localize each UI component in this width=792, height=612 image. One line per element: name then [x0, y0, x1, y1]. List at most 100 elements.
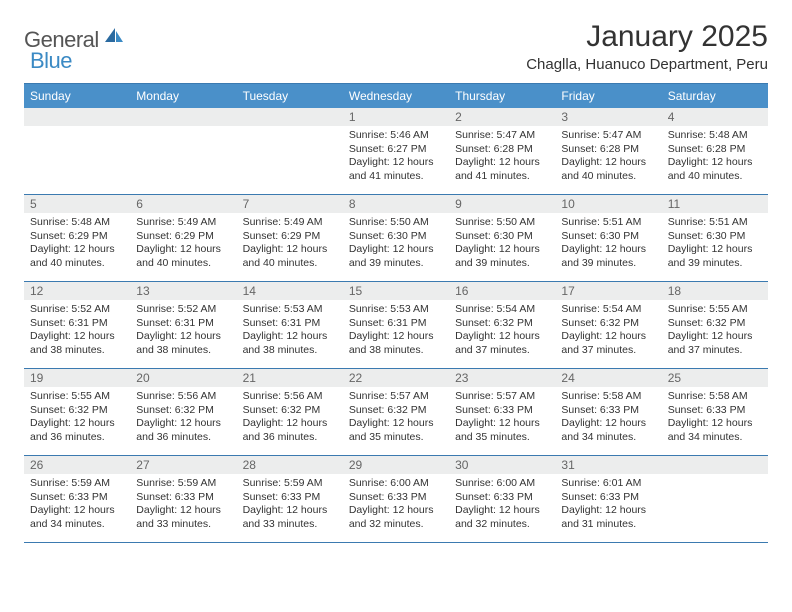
day-header: Thursday — [449, 84, 555, 108]
day-number: 23 — [449, 369, 555, 387]
day-info: Sunrise: 5:59 AMSunset: 6:33 PMDaylight:… — [24, 474, 130, 536]
day-cell: 8Sunrise: 5:50 AMSunset: 6:30 PMDaylight… — [343, 195, 449, 281]
day-number: 24 — [555, 369, 661, 387]
day-number: 13 — [130, 282, 236, 300]
week-row: 19Sunrise: 5:55 AMSunset: 6:32 PMDayligh… — [24, 369, 768, 456]
daylight-line2: and 32 minutes. — [349, 518, 443, 532]
day-info: Sunrise: 5:49 AMSunset: 6:29 PMDaylight:… — [237, 213, 343, 275]
daylight-line2: and 35 minutes. — [349, 431, 443, 445]
day-number: 5 — [24, 195, 130, 213]
day-info: Sunrise: 6:00 AMSunset: 6:33 PMDaylight:… — [449, 474, 555, 536]
daylight-line1: Daylight: 12 hours — [455, 417, 549, 431]
sunset-text: Sunset: 6:28 PM — [561, 143, 655, 157]
daylight-line2: and 40 minutes. — [561, 170, 655, 184]
day-cell: 7Sunrise: 5:49 AMSunset: 6:29 PMDaylight… — [237, 195, 343, 281]
day-info: Sunrise: 5:52 AMSunset: 6:31 PMDaylight:… — [24, 300, 130, 362]
sunrise-text: Sunrise: 5:54 AM — [455, 303, 549, 317]
day-info: Sunrise: 5:55 AMSunset: 6:32 PMDaylight:… — [662, 300, 768, 362]
daylight-line2: and 36 minutes. — [243, 431, 337, 445]
day-cell: 26Sunrise: 5:59 AMSunset: 6:33 PMDayligh… — [24, 456, 130, 542]
day-info: Sunrise: 5:57 AMSunset: 6:33 PMDaylight:… — [449, 387, 555, 449]
day-number: 2 — [449, 108, 555, 126]
sunrise-text: Sunrise: 5:59 AM — [30, 477, 124, 491]
sunset-text: Sunset: 6:33 PM — [243, 491, 337, 505]
day-number: 15 — [343, 282, 449, 300]
day-header: Friday — [555, 84, 661, 108]
day-number: 29 — [343, 456, 449, 474]
sunrise-text: Sunrise: 6:00 AM — [455, 477, 549, 491]
day-info: Sunrise: 5:58 AMSunset: 6:33 PMDaylight:… — [555, 387, 661, 449]
sunset-text: Sunset: 6:31 PM — [243, 317, 337, 331]
day-number: . — [662, 456, 768, 474]
day-info: Sunrise: 5:48 AMSunset: 6:28 PMDaylight:… — [662, 126, 768, 188]
daylight-line2: and 40 minutes. — [136, 257, 230, 271]
sunset-text: Sunset: 6:33 PM — [136, 491, 230, 505]
title-block: January 2025 Chaglla, Huanuco Department… — [526, 20, 768, 73]
day-info: Sunrise: 5:50 AMSunset: 6:30 PMDaylight:… — [343, 213, 449, 275]
daylight-line2: and 34 minutes. — [30, 518, 124, 532]
sunset-text: Sunset: 6:29 PM — [136, 230, 230, 244]
daylight-line1: Daylight: 12 hours — [561, 417, 655, 431]
daylight-line2: and 39 minutes. — [668, 257, 762, 271]
day-info: Sunrise: 5:49 AMSunset: 6:29 PMDaylight:… — [130, 213, 236, 275]
day-number: 8 — [343, 195, 449, 213]
day-cell: . — [662, 456, 768, 542]
daylight-line2: and 34 minutes. — [668, 431, 762, 445]
day-number: 16 — [449, 282, 555, 300]
day-header: Sunday — [24, 84, 130, 108]
day-number: 26 — [24, 456, 130, 474]
day-number: 7 — [237, 195, 343, 213]
sunset-text: Sunset: 6:33 PM — [455, 404, 549, 418]
day-info: Sunrise: 5:51 AMSunset: 6:30 PMDaylight:… — [555, 213, 661, 275]
day-info: Sunrise: 5:47 AMSunset: 6:28 PMDaylight:… — [555, 126, 661, 188]
daylight-line2: and 40 minutes. — [668, 170, 762, 184]
sunrise-text: Sunrise: 5:49 AM — [243, 216, 337, 230]
daylight-line2: and 32 minutes. — [455, 518, 549, 532]
sunset-text: Sunset: 6:33 PM — [30, 491, 124, 505]
week-row: 26Sunrise: 5:59 AMSunset: 6:33 PMDayligh… — [24, 456, 768, 543]
day-number: 10 — [555, 195, 661, 213]
sunset-text: Sunset: 6:33 PM — [561, 404, 655, 418]
sunset-text: Sunset: 6:32 PM — [243, 404, 337, 418]
sunrise-text: Sunrise: 6:00 AM — [349, 477, 443, 491]
daylight-line2: and 38 minutes. — [30, 344, 124, 358]
day-cell: 10Sunrise: 5:51 AMSunset: 6:30 PMDayligh… — [555, 195, 661, 281]
sunrise-text: Sunrise: 5:53 AM — [243, 303, 337, 317]
daylight-line1: Daylight: 12 hours — [136, 417, 230, 431]
day-cell: 4Sunrise: 5:48 AMSunset: 6:28 PMDaylight… — [662, 108, 768, 194]
sunrise-text: Sunrise: 5:46 AM — [349, 129, 443, 143]
daylight-line2: and 37 minutes. — [455, 344, 549, 358]
daylight-line1: Daylight: 12 hours — [349, 243, 443, 257]
day-info: Sunrise: 5:48 AMSunset: 6:29 PMDaylight:… — [24, 213, 130, 275]
daylight-line2: and 38 minutes. — [349, 344, 443, 358]
sunrise-text: Sunrise: 6:01 AM — [561, 477, 655, 491]
day-info: Sunrise: 5:58 AMSunset: 6:33 PMDaylight:… — [662, 387, 768, 449]
daylight-line1: Daylight: 12 hours — [349, 156, 443, 170]
day-cell: . — [237, 108, 343, 194]
sunrise-text: Sunrise: 5:57 AM — [349, 390, 443, 404]
daylight-line1: Daylight: 12 hours — [561, 156, 655, 170]
sunset-text: Sunset: 6:32 PM — [349, 404, 443, 418]
daylight-line1: Daylight: 12 hours — [136, 243, 230, 257]
daylight-line2: and 35 minutes. — [455, 431, 549, 445]
day-cell: 24Sunrise: 5:58 AMSunset: 6:33 PMDayligh… — [555, 369, 661, 455]
daylight-line1: Daylight: 12 hours — [349, 417, 443, 431]
daylight-line2: and 38 minutes. — [243, 344, 337, 358]
day-cell: . — [24, 108, 130, 194]
sunset-text: Sunset: 6:33 PM — [455, 491, 549, 505]
sunrise-text: Sunrise: 5:58 AM — [668, 390, 762, 404]
day-number: 25 — [662, 369, 768, 387]
day-cell: 20Sunrise: 5:56 AMSunset: 6:32 PMDayligh… — [130, 369, 236, 455]
header: General January 2025 Chaglla, Huanuco De… — [24, 20, 768, 73]
day-cell: 25Sunrise: 5:58 AMSunset: 6:33 PMDayligh… — [662, 369, 768, 455]
sunrise-text: Sunrise: 5:58 AM — [561, 390, 655, 404]
day-cell: 18Sunrise: 5:55 AMSunset: 6:32 PMDayligh… — [662, 282, 768, 368]
daylight-line1: Daylight: 12 hours — [30, 504, 124, 518]
sunset-text: Sunset: 6:30 PM — [668, 230, 762, 244]
daylight-line2: and 33 minutes. — [136, 518, 230, 532]
day-number: . — [130, 108, 236, 126]
day-info: Sunrise: 5:51 AMSunset: 6:30 PMDaylight:… — [662, 213, 768, 275]
sunset-text: Sunset: 6:32 PM — [455, 317, 549, 331]
logo-text-blue: Blue — [30, 48, 72, 73]
sunset-text: Sunset: 6:31 PM — [349, 317, 443, 331]
